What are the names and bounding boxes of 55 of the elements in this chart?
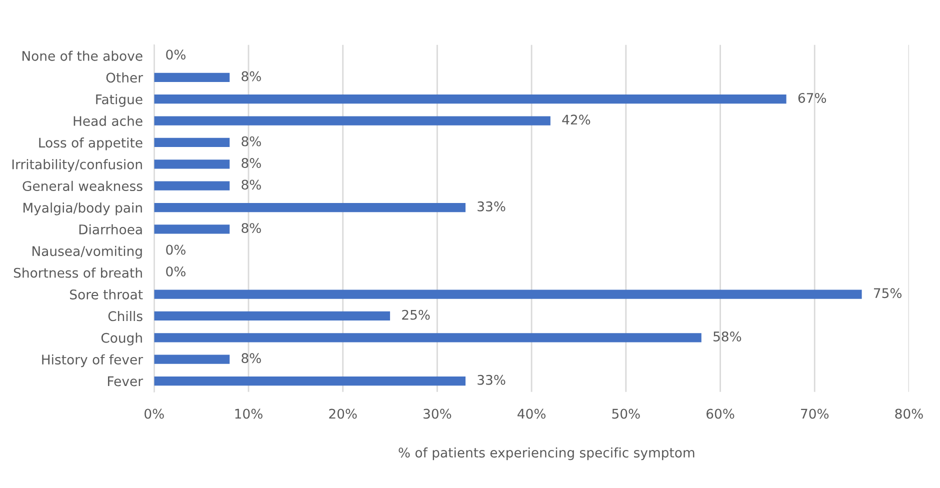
y-tick-label: Fever — [108, 376, 144, 386]
data-label: 67% — [798, 92, 826, 103]
bar — [154, 376, 466, 386]
data-label: 8% — [242, 158, 261, 168]
bar — [154, 311, 390, 321]
y-tick-label: Head ache — [74, 116, 142, 126]
x-tick-label: 50% — [612, 408, 640, 419]
y-tick-label: Loss of appetite — [39, 137, 142, 150]
bar — [154, 181, 230, 190]
data-label: 0% — [166, 266, 186, 276]
y-tick-label: Irritability/confusion — [12, 159, 142, 172]
bar — [154, 224, 230, 234]
y-tick-label: Cough — [101, 332, 142, 346]
bar — [154, 72, 230, 82]
data-label: 75% — [874, 288, 902, 298]
y-tick-label: Shortness of breath — [14, 268, 142, 278]
bar — [154, 202, 466, 212]
data-label: 58% — [714, 332, 742, 342]
x-tick-label: 70% — [801, 408, 829, 419]
data-label: 25% — [402, 310, 430, 320]
x-tick-label: 60% — [706, 408, 734, 419]
data-label: 42% — [562, 114, 590, 125]
data-label: 8% — [242, 136, 261, 146]
bar — [154, 290, 862, 299]
bar — [154, 333, 702, 342]
data-label: 0% — [166, 244, 186, 255]
y-tick-label: Chills — [108, 310, 142, 322]
data-label: 33% — [478, 201, 506, 212]
x-tick-label: 20% — [329, 408, 357, 419]
y-tick-label: None of the above — [22, 50, 142, 61]
y-tick-label: Other — [106, 72, 144, 83]
data-label: 33% — [478, 374, 506, 385]
x-tick-label: 80% — [895, 408, 923, 419]
y-tick-label: History of fever — [42, 354, 144, 368]
bar — [154, 138, 230, 148]
y-tick-label: Sore throat — [70, 289, 143, 300]
data-label: 8% — [242, 71, 261, 82]
y-tick-label: Diarrhoea — [79, 224, 142, 234]
bar — [154, 354, 230, 364]
x-tick-label: 40% — [518, 408, 546, 419]
y-tick-label: General weakness — [22, 180, 142, 192]
bar — [154, 160, 230, 169]
data-label: 8% — [242, 223, 261, 234]
data-label: 0% — [166, 50, 186, 60]
x-tick-label: 0% — [144, 408, 164, 419]
bar — [154, 94, 786, 104]
x-tick-label: 10% — [235, 408, 262, 419]
data-label: 8% — [242, 353, 261, 364]
data-label: 8% — [242, 180, 261, 190]
y-tick-label: Fatigue — [96, 94, 142, 107]
x-tick-label: 30% — [424, 408, 452, 419]
y-tick-label: Myalgia/body pain — [24, 202, 142, 216]
y-tick-label: Nausea/vomiting — [32, 246, 142, 259]
x-axis-title: % of patients experiencing specific symptom — [398, 447, 694, 460]
bar — [154, 116, 550, 126]
